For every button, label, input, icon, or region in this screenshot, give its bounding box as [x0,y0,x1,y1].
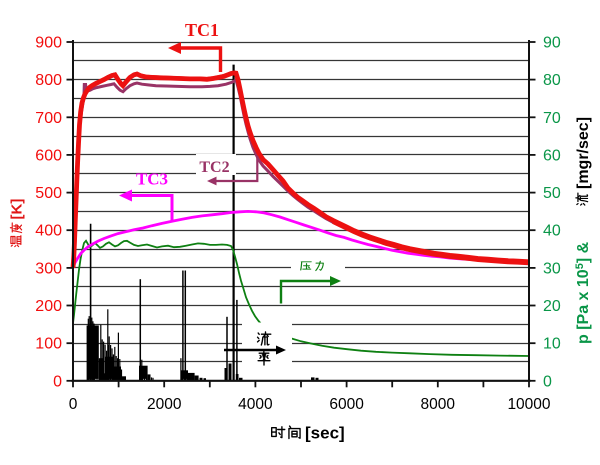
svg-text:600: 600 [35,147,62,164]
svg-text:TC3: TC3 [136,170,168,189]
svg-text:2000: 2000 [147,396,182,413]
svg-text:80: 80 [543,72,561,89]
svg-text:0: 0 [543,373,552,390]
svg-text:700: 700 [35,110,62,127]
svg-text:[K]: [K] [9,199,26,220]
svg-text:30: 30 [543,260,561,277]
svg-text:4000: 4000 [238,396,273,413]
svg-text:TC2: TC2 [199,159,229,176]
svg-text:200: 200 [35,298,62,315]
svg-text:0: 0 [53,373,62,390]
svg-text:400: 400 [35,223,62,240]
svg-text:50: 50 [543,185,561,202]
svg-text:500: 500 [35,185,62,202]
svg-text:p [Pa x 105] &: p [Pa x 105] & [574,241,592,344]
svg-text:100: 100 [35,336,62,353]
svg-text:800: 800 [35,72,62,89]
svg-text:40: 40 [543,223,561,240]
svg-text:20: 20 [543,298,561,315]
svg-text:[sec]: [sec] [305,424,345,443]
svg-text:900: 900 [35,35,62,52]
svg-text:300: 300 [35,260,62,277]
svg-text:8000: 8000 [421,396,456,413]
svg-text:10: 10 [543,336,561,353]
svg-text:0: 0 [69,396,78,413]
svg-text:[mgr/sec]: [mgr/sec] [575,117,592,189]
svg-text:6000: 6000 [329,396,364,413]
svg-text:90: 90 [543,35,561,52]
svg-text:10000: 10000 [507,396,550,413]
svg-text:TC1: TC1 [185,20,219,40]
svg-text:60: 60 [543,147,561,164]
svg-text:70: 70 [543,110,561,127]
